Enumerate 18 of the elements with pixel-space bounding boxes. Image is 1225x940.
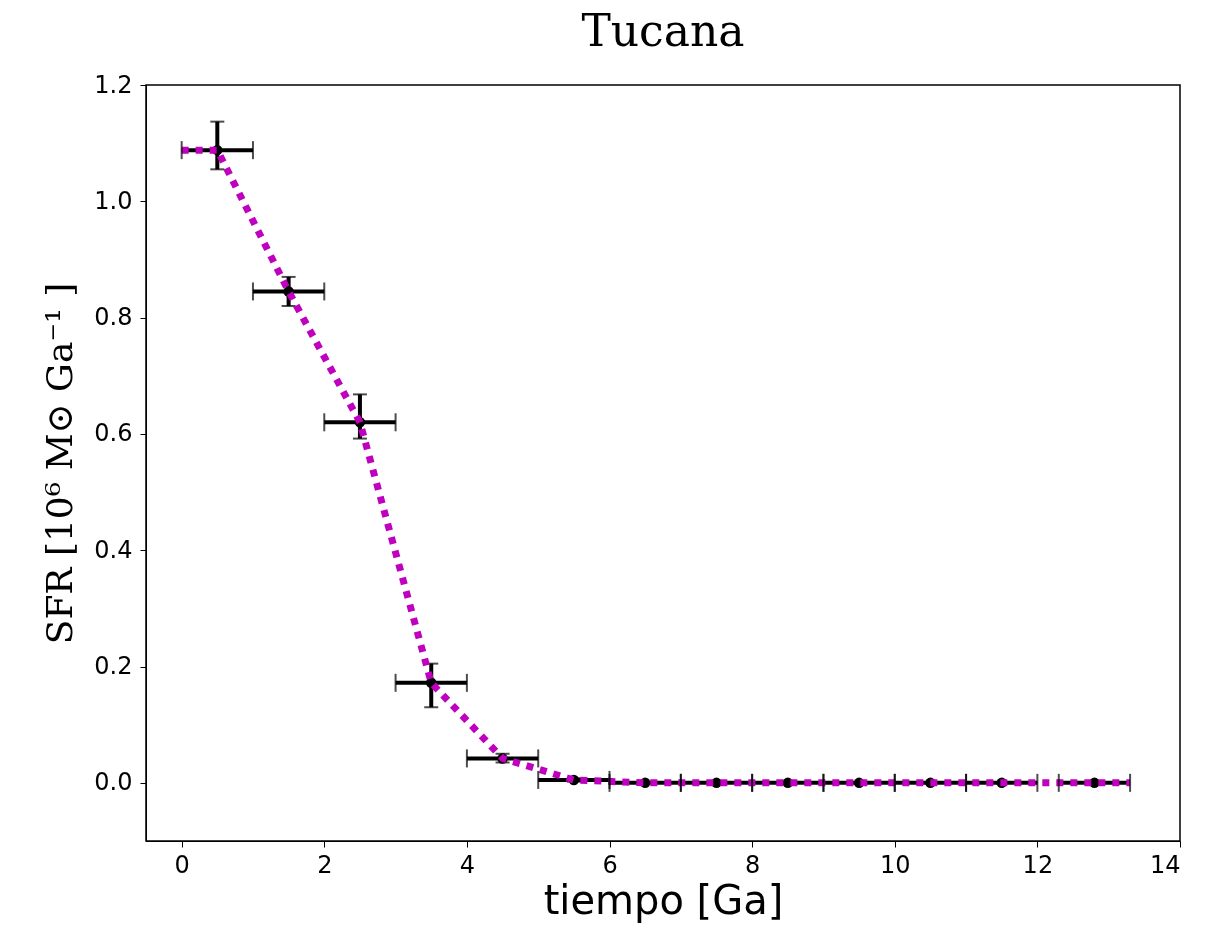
y-tick-label: 1.0 — [94, 186, 133, 215]
y-tick-label: 0.4 — [94, 535, 133, 564]
x-axis-title: tiempo [Ga] — [543, 876, 784, 923]
y-tick-label: 0.8 — [94, 303, 133, 332]
chart-title: Tucana — [581, 5, 745, 56]
x-tick-label: 10 — [879, 850, 911, 879]
x-tick-label: 14 — [1149, 850, 1181, 879]
y-tick-label: 0.0 — [94, 768, 133, 797]
y-tick-label: 0.2 — [94, 652, 133, 681]
x-tick-label: 6 — [602, 850, 618, 879]
y-tick-label: 1.2 — [94, 70, 133, 99]
x-tick-label: 4 — [459, 850, 476, 879]
y-axis-title: SFR [10⁶ M⊙ Ga⁻¹ ] — [39, 282, 81, 645]
x-tick-label: 12 — [1022, 850, 1054, 879]
y-tick-label: 0.6 — [94, 419, 133, 448]
x-tick-label: 2 — [317, 850, 333, 879]
x-tick-label: 8 — [745, 850, 761, 879]
x-tick-label: 0 — [174, 850, 190, 879]
